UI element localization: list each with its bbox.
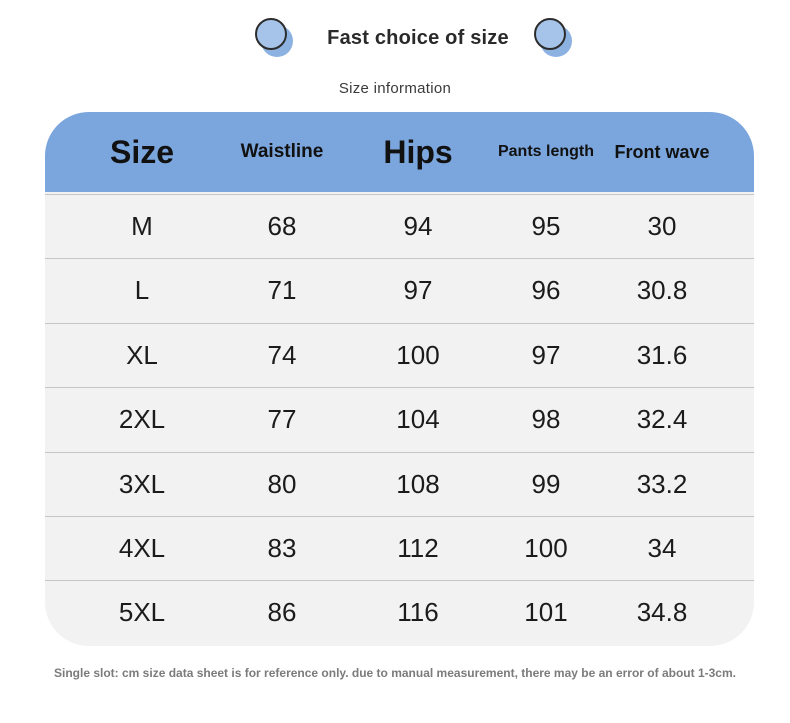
table-cell: 2XL: [118, 404, 166, 435]
circle-decoration-icon: [534, 18, 574, 58]
page-header: Fast choice of size: [0, 18, 790, 62]
page-subtitle: Size information: [338, 80, 452, 97]
table-cell: 68: [267, 211, 297, 241]
table-cell: 101: [524, 597, 568, 628]
column-header-front-wave: Front wave: [614, 141, 710, 162]
table-cell: 97: [403, 275, 433, 306]
table-cell: 30: [647, 211, 677, 241]
table-row: 5XL 86 116 101 34.8: [45, 580, 754, 644]
table-cell: 100: [524, 533, 568, 563]
table-cell: L: [134, 275, 150, 306]
size-table: Size Waistline Hips Pants length Front w…: [45, 112, 754, 646]
table-cell: 77: [267, 404, 297, 435]
table-cell: 83: [267, 533, 297, 563]
table-cell: 94: [403, 211, 433, 241]
table-cell: 34: [647, 533, 677, 563]
table-row: 3XL 80 108 99 33.2: [45, 451, 754, 516]
table-cell: 4XL: [118, 533, 166, 563]
table-cell: 95: [531, 211, 561, 241]
column-header-size: Size: [109, 133, 175, 170]
table-cell: 108: [396, 468, 440, 499]
table-cell: 116: [397, 597, 439, 628]
table-cell: 104: [396, 404, 440, 435]
table-header-row: Size Waistline Hips Pants length Front w…: [45, 112, 754, 192]
table-cell: 5XL: [118, 597, 166, 628]
table-cell: 80: [267, 468, 297, 499]
table-cell: 3XL: [118, 468, 166, 499]
table-cell: XL: [126, 339, 158, 370]
footnote: Single slot: cm size data sheet is for r…: [54, 666, 736, 680]
table-cell: 30.8: [636, 275, 688, 306]
table-cell: 71: [267, 275, 297, 306]
table-cell: 100: [396, 339, 440, 370]
table-cell: 74: [267, 339, 297, 370]
table-cell: M: [131, 211, 153, 241]
table-row: 2XL 77 104 98 32.4: [45, 387, 754, 451]
table-cell: 33.2: [636, 468, 688, 499]
column-header-hips: Hips: [383, 133, 453, 170]
circle-decoration-icon: [255, 18, 295, 58]
table-row: XL 74 100 97 31.6: [45, 322, 754, 387]
table-cell: 32.4: [636, 404, 688, 435]
table-cell: 96: [531, 275, 561, 306]
table-row: L 71 97 96 30.8: [45, 258, 754, 322]
table-row: M 68 94 95 30: [45, 194, 754, 258]
column-header-pants-length: Pants length: [497, 143, 594, 160]
table-cell: 98: [531, 404, 561, 435]
table-row: 4XL 83 112 100 34: [45, 516, 754, 580]
table-cell: 31.6: [636, 339, 688, 370]
table-cell: 112: [397, 533, 439, 563]
table-cell: 86: [267, 597, 297, 628]
page-title: Fast choice of size: [327, 27, 509, 49]
column-header-waistline: Waistline: [240, 141, 324, 162]
table-cell: 34.8: [636, 597, 688, 628]
table-cell: 99: [531, 468, 561, 499]
table-cell: 97: [531, 339, 561, 370]
